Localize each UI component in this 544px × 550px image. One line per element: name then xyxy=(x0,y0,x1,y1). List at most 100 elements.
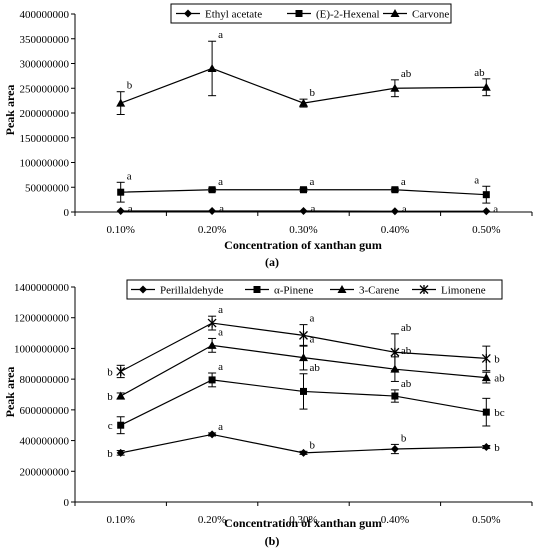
chart-a-data-point xyxy=(481,82,491,91)
chart-b-sig-label: a xyxy=(218,361,223,373)
chart-a-sig-label: a xyxy=(218,176,223,188)
chart-a-sig-label: a xyxy=(310,176,315,188)
chart-a-legend-item: Carvone xyxy=(383,9,449,21)
chart-b-xtick-label: 0.10% xyxy=(106,514,134,526)
chart-a-data-point xyxy=(116,98,126,107)
chart-b-legend-label: Perillaldehyde xyxy=(160,285,224,297)
chart-b-data-point xyxy=(117,421,125,429)
chart-b-data-point xyxy=(482,443,491,452)
chart-b-ylabel: Peak area xyxy=(3,367,17,418)
chart-b-axes: 0 200000000 400000000 600000000 800000000 100… xyxy=(14,282,533,526)
chart-a-xtick-label: 0.10% xyxy=(106,224,134,236)
chart-a-sig-label: a xyxy=(401,176,406,188)
chart-a-xlabel: Concentration of xanthan gum xyxy=(224,238,382,252)
chart-b-sig-label: a xyxy=(218,304,223,316)
chart-a-legend-label: Carvone xyxy=(412,9,449,21)
chart-b-legend-item: α-Pinene xyxy=(245,285,313,297)
chart-b-sig-label: a xyxy=(218,326,223,338)
chart-b-data-point xyxy=(207,340,217,349)
chart-b-data-point xyxy=(299,448,308,457)
chart-b-xlabel: Concentration of xanthan gum xyxy=(224,516,382,530)
chart-a-sig-label: a xyxy=(493,203,498,215)
chart-panel-a: 0 50000000 100000000 150000000 200000000 2500… xyxy=(3,3,533,269)
chart-b-series-0: b a b b b xyxy=(107,421,500,460)
chart-b-ytick-label: 0 xyxy=(64,497,70,509)
chart-b-data-point xyxy=(481,373,491,382)
chart-a-ytick-label: 250000000 xyxy=(20,83,70,95)
chart-b-data-point xyxy=(390,445,399,454)
chart-b-legend-marker xyxy=(139,285,147,294)
chart-a-xtick-label: 0.40% xyxy=(381,224,409,236)
chart-a-data-point xyxy=(300,186,307,194)
chart-b-data-point xyxy=(116,391,126,400)
chart-a-sig-label: a xyxy=(219,203,224,215)
chart-b-data-point xyxy=(300,387,307,395)
chart-a-legend: Ethyl acetate (E)-2-Hexenal Carvone xyxy=(170,3,452,24)
chart-b-xtick-label: 0.30% xyxy=(289,514,317,526)
chart-a-panel-label: (a) xyxy=(265,255,279,269)
chart-b-data-point xyxy=(116,448,125,457)
chart-a-sig-label: a xyxy=(128,203,133,215)
chart-b-data-point xyxy=(482,408,490,416)
chart-a-ytick-label: 150000000 xyxy=(20,133,70,145)
chart-a-data-point xyxy=(207,63,217,72)
chart-a-legend-item: Ethyl acetate xyxy=(176,9,262,21)
chart-a-sig-label: ab xyxy=(474,67,485,79)
chart-a-data-point xyxy=(391,186,399,194)
chart-a-ytick-label: 300000000 xyxy=(20,59,70,71)
chart-a-xtick-label: 0.30% xyxy=(289,224,317,236)
chart-b-data-point xyxy=(390,347,400,357)
chart-b-xtick-label: 0.50% xyxy=(472,514,500,526)
chart-a-data-point xyxy=(116,207,125,216)
chart-a-ytick-label: 350000000 xyxy=(20,34,70,46)
chart-b-ytick-label: 400000000 xyxy=(20,436,70,448)
chart-a-data-point xyxy=(208,186,216,194)
chart-b-legend-marker xyxy=(337,285,347,293)
chart-b-ytick-label: 800000000 xyxy=(20,374,70,386)
chart-a-data-point xyxy=(390,83,400,92)
chart-b-legend-item: Limonene xyxy=(412,285,486,297)
chart-a-ytick-label: 50000000 xyxy=(25,182,70,194)
chart-a-data-point xyxy=(208,207,217,216)
chart-b-data-point xyxy=(299,330,308,340)
chart-b-data-point xyxy=(481,353,491,363)
chart-a-sig-label: a xyxy=(311,203,316,215)
chart-a-ytick-label: 200000000 xyxy=(20,108,70,120)
chart-b-legend: Perillaldehyde α-Pinene 3-Carene Limonene xyxy=(126,279,503,300)
chart-b-legend-label: α-Pinene xyxy=(274,285,313,297)
chart-a-data-point xyxy=(390,207,399,216)
chart-b-sig-label: b xyxy=(401,432,407,444)
chart-a-sig-label: a xyxy=(218,29,223,41)
chart-a-xtick-label: 0.20% xyxy=(198,224,226,236)
chart-b-data-point xyxy=(207,318,217,328)
chart-a-legend-marker xyxy=(295,10,303,17)
chart-b-legend-box xyxy=(126,279,503,300)
chart-a-sig-label: a xyxy=(474,174,479,186)
chart-a-data-point xyxy=(299,98,308,107)
chart-b-data-point xyxy=(208,376,216,384)
chart-b-ytick-label: 1000000000 xyxy=(14,343,70,355)
chart-b-sig-label: ab xyxy=(401,345,412,357)
chart-a-xtick-label: 0.50% xyxy=(472,224,500,236)
chart-b-xtick-label: 0.40% xyxy=(381,514,409,526)
chart-b-ytick-label: 1200000000 xyxy=(14,313,70,325)
chart-a-legend-marker xyxy=(184,9,192,18)
chart-a-data-point xyxy=(482,207,491,216)
chart-a-sig-label: ab xyxy=(401,68,412,80)
chart-b-sig-label: bc xyxy=(494,407,505,419)
chart-a-legend-item: (E)-2-Hexenal xyxy=(287,9,380,21)
chart-a-ylabel: Peak area xyxy=(3,85,17,136)
chart-b-sig-label: a xyxy=(218,421,223,433)
chart-a-ytick-label: 0 xyxy=(64,207,70,219)
chart-b-sig-label: c xyxy=(108,420,113,432)
chart-a-ytick-label: 100000000 xyxy=(20,158,70,170)
chart-b-ytick-label: 1400000000 xyxy=(14,282,70,294)
chart-a-legend-marker xyxy=(390,9,400,17)
chart-a-axes: 0 50000000 100000000 150000000 200000000 2500… xyxy=(20,9,533,236)
